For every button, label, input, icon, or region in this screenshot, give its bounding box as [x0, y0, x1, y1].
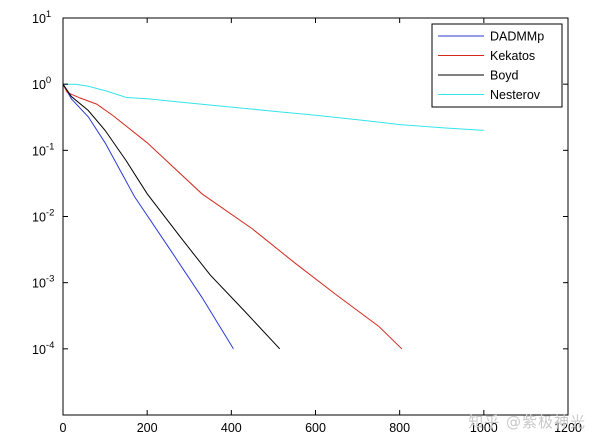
series-layer [62, 83, 484, 350]
series-line-boyd [62, 83, 281, 350]
x-tick-label: 200 [137, 421, 158, 435]
legend-box [431, 23, 563, 108]
x-tick-label: 400 [221, 421, 242, 435]
axes-layer: 0 200 400 600 800 1000 1200 101 100 10-1 10-2 10-3 1… [32, 9, 582, 435]
y-tick-label: 10-1 [32, 141, 54, 158]
x-tick-label: 0 [60, 421, 67, 435]
y-tick-label: 10-2 [32, 208, 54, 225]
legend-label-boyd: Boyd [490, 69, 519, 83]
legend: DADMMp Kekatos Boyd Nesterov [431, 23, 563, 108]
x-tick-label: 600 [305, 421, 326, 435]
legend-label-dadmmp: DADMMp [490, 30, 544, 44]
y-tick-label: 10-3 [32, 274, 54, 291]
x-tick-label: 800 [389, 421, 410, 435]
y-tick-label: 10-4 [32, 340, 54, 357]
legend-label-kekatos: Kekatos [490, 49, 535, 63]
series-line-dadmmp [62, 83, 234, 350]
series-line-kekatos [62, 83, 403, 350]
x-tick-label: 1000 [470, 421, 498, 435]
x-tick-label: 1200 [554, 421, 582, 435]
series-line-nesterov [63, 83, 484, 131]
watermark-text: 知乎 @紫极神光 [468, 413, 586, 431]
y-tick-label: 101 [32, 9, 51, 26]
legend-label-nesterov: Nesterov [490, 88, 541, 102]
y-tick-label: 100 [32, 75, 51, 92]
